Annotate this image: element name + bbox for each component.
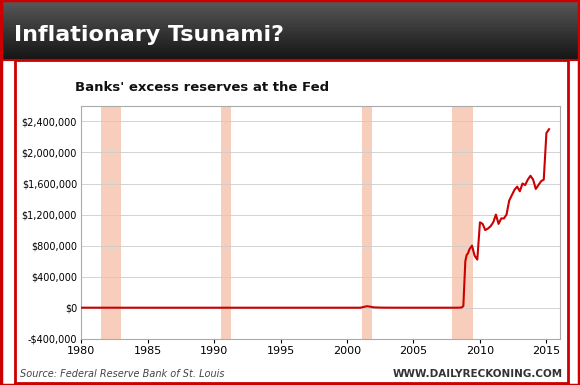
Bar (362, 106, 372, 339)
Text: Inflationary Tsunami?: Inflationary Tsunami? (14, 25, 285, 45)
Text: WWW.DAILYRECKONING.COM: WWW.DAILYRECKONING.COM (393, 369, 563, 379)
Text: Source: Federal Reserve Bank of St. Louis: Source: Federal Reserve Bank of St. Loui… (20, 369, 225, 379)
Text: Banks' excess reserves at the Fed: Banks' excess reserves at the Fed (75, 81, 329, 94)
Bar (221, 106, 231, 339)
Bar (452, 106, 473, 339)
Bar (101, 106, 121, 339)
